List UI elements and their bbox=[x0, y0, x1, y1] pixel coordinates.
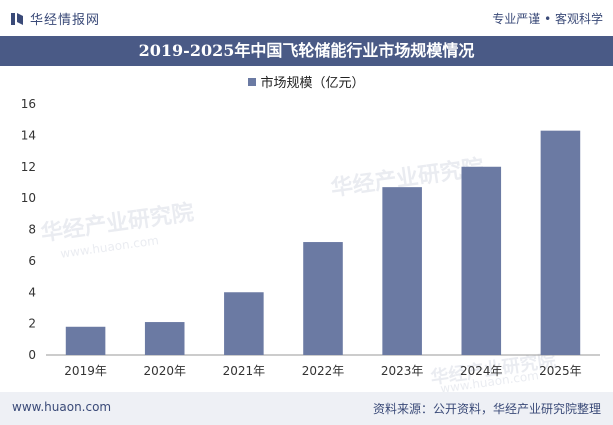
bar bbox=[224, 292, 264, 355]
x-tick-label: 2019年 bbox=[64, 364, 107, 378]
y-tick-label: 16 bbox=[21, 97, 36, 111]
legend: 市场规模（亿元） bbox=[0, 72, 613, 91]
brand-logo: 华经情报网 bbox=[10, 9, 100, 28]
x-tick-label: 2024年 bbox=[460, 364, 503, 378]
y-tick-label: 8 bbox=[28, 223, 36, 237]
bar bbox=[303, 242, 343, 355]
y-tick-label: 6 bbox=[28, 254, 36, 268]
x-tick-label: 2020年 bbox=[143, 364, 186, 378]
footer: www.huaon.com 资料来源：公开资料，华经产业研究院整理 bbox=[0, 392, 613, 425]
x-tick-label: 2023年 bbox=[381, 364, 424, 378]
x-tick-label: 2022年 bbox=[302, 364, 345, 378]
y-tick-label: 12 bbox=[21, 160, 36, 174]
x-tick-label: 2021年 bbox=[223, 364, 266, 378]
x-tick-label: 2025年 bbox=[539, 364, 582, 378]
legend-swatch bbox=[248, 78, 257, 86]
top-bar: 华经情报网 专业严谨 • 客观科学 bbox=[0, 0, 613, 36]
y-tick-label: 2 bbox=[28, 317, 36, 331]
y-tick-label: 14 bbox=[21, 128, 36, 142]
bar bbox=[65, 326, 106, 355]
logo-icon bbox=[11, 12, 23, 25]
bar bbox=[382, 187, 422, 355]
footer-source: 资料来源：公开资料，华经产业研究院整理 bbox=[372, 402, 601, 416]
brand-name: 华经情报网 bbox=[30, 13, 101, 28]
bar bbox=[144, 322, 185, 355]
footer-website: www.huaon.com bbox=[12, 400, 112, 414]
bar bbox=[540, 130, 581, 355]
slogan: 专业严谨 • 客观科学 bbox=[492, 12, 603, 26]
y-tick-label: 10 bbox=[21, 191, 36, 205]
chart-title: 2019-2025年中国飞轮储能行业市场规模情况 bbox=[138, 41, 475, 60]
bar bbox=[461, 166, 502, 355]
bar-chart: 0 2 4 6 8 10 12 14 16 2019年 2020年 2021年 2022年 2023年 20… bbox=[21, 97, 600, 378]
title-bar: 2019-2025年中国飞轮储能行业市场规模情况 bbox=[0, 36, 613, 66]
legend-label: 市场规模（亿元） bbox=[260, 76, 365, 91]
y-tick-label: 4 bbox=[28, 285, 36, 299]
y-tick-label: 0 bbox=[28, 348, 36, 362]
